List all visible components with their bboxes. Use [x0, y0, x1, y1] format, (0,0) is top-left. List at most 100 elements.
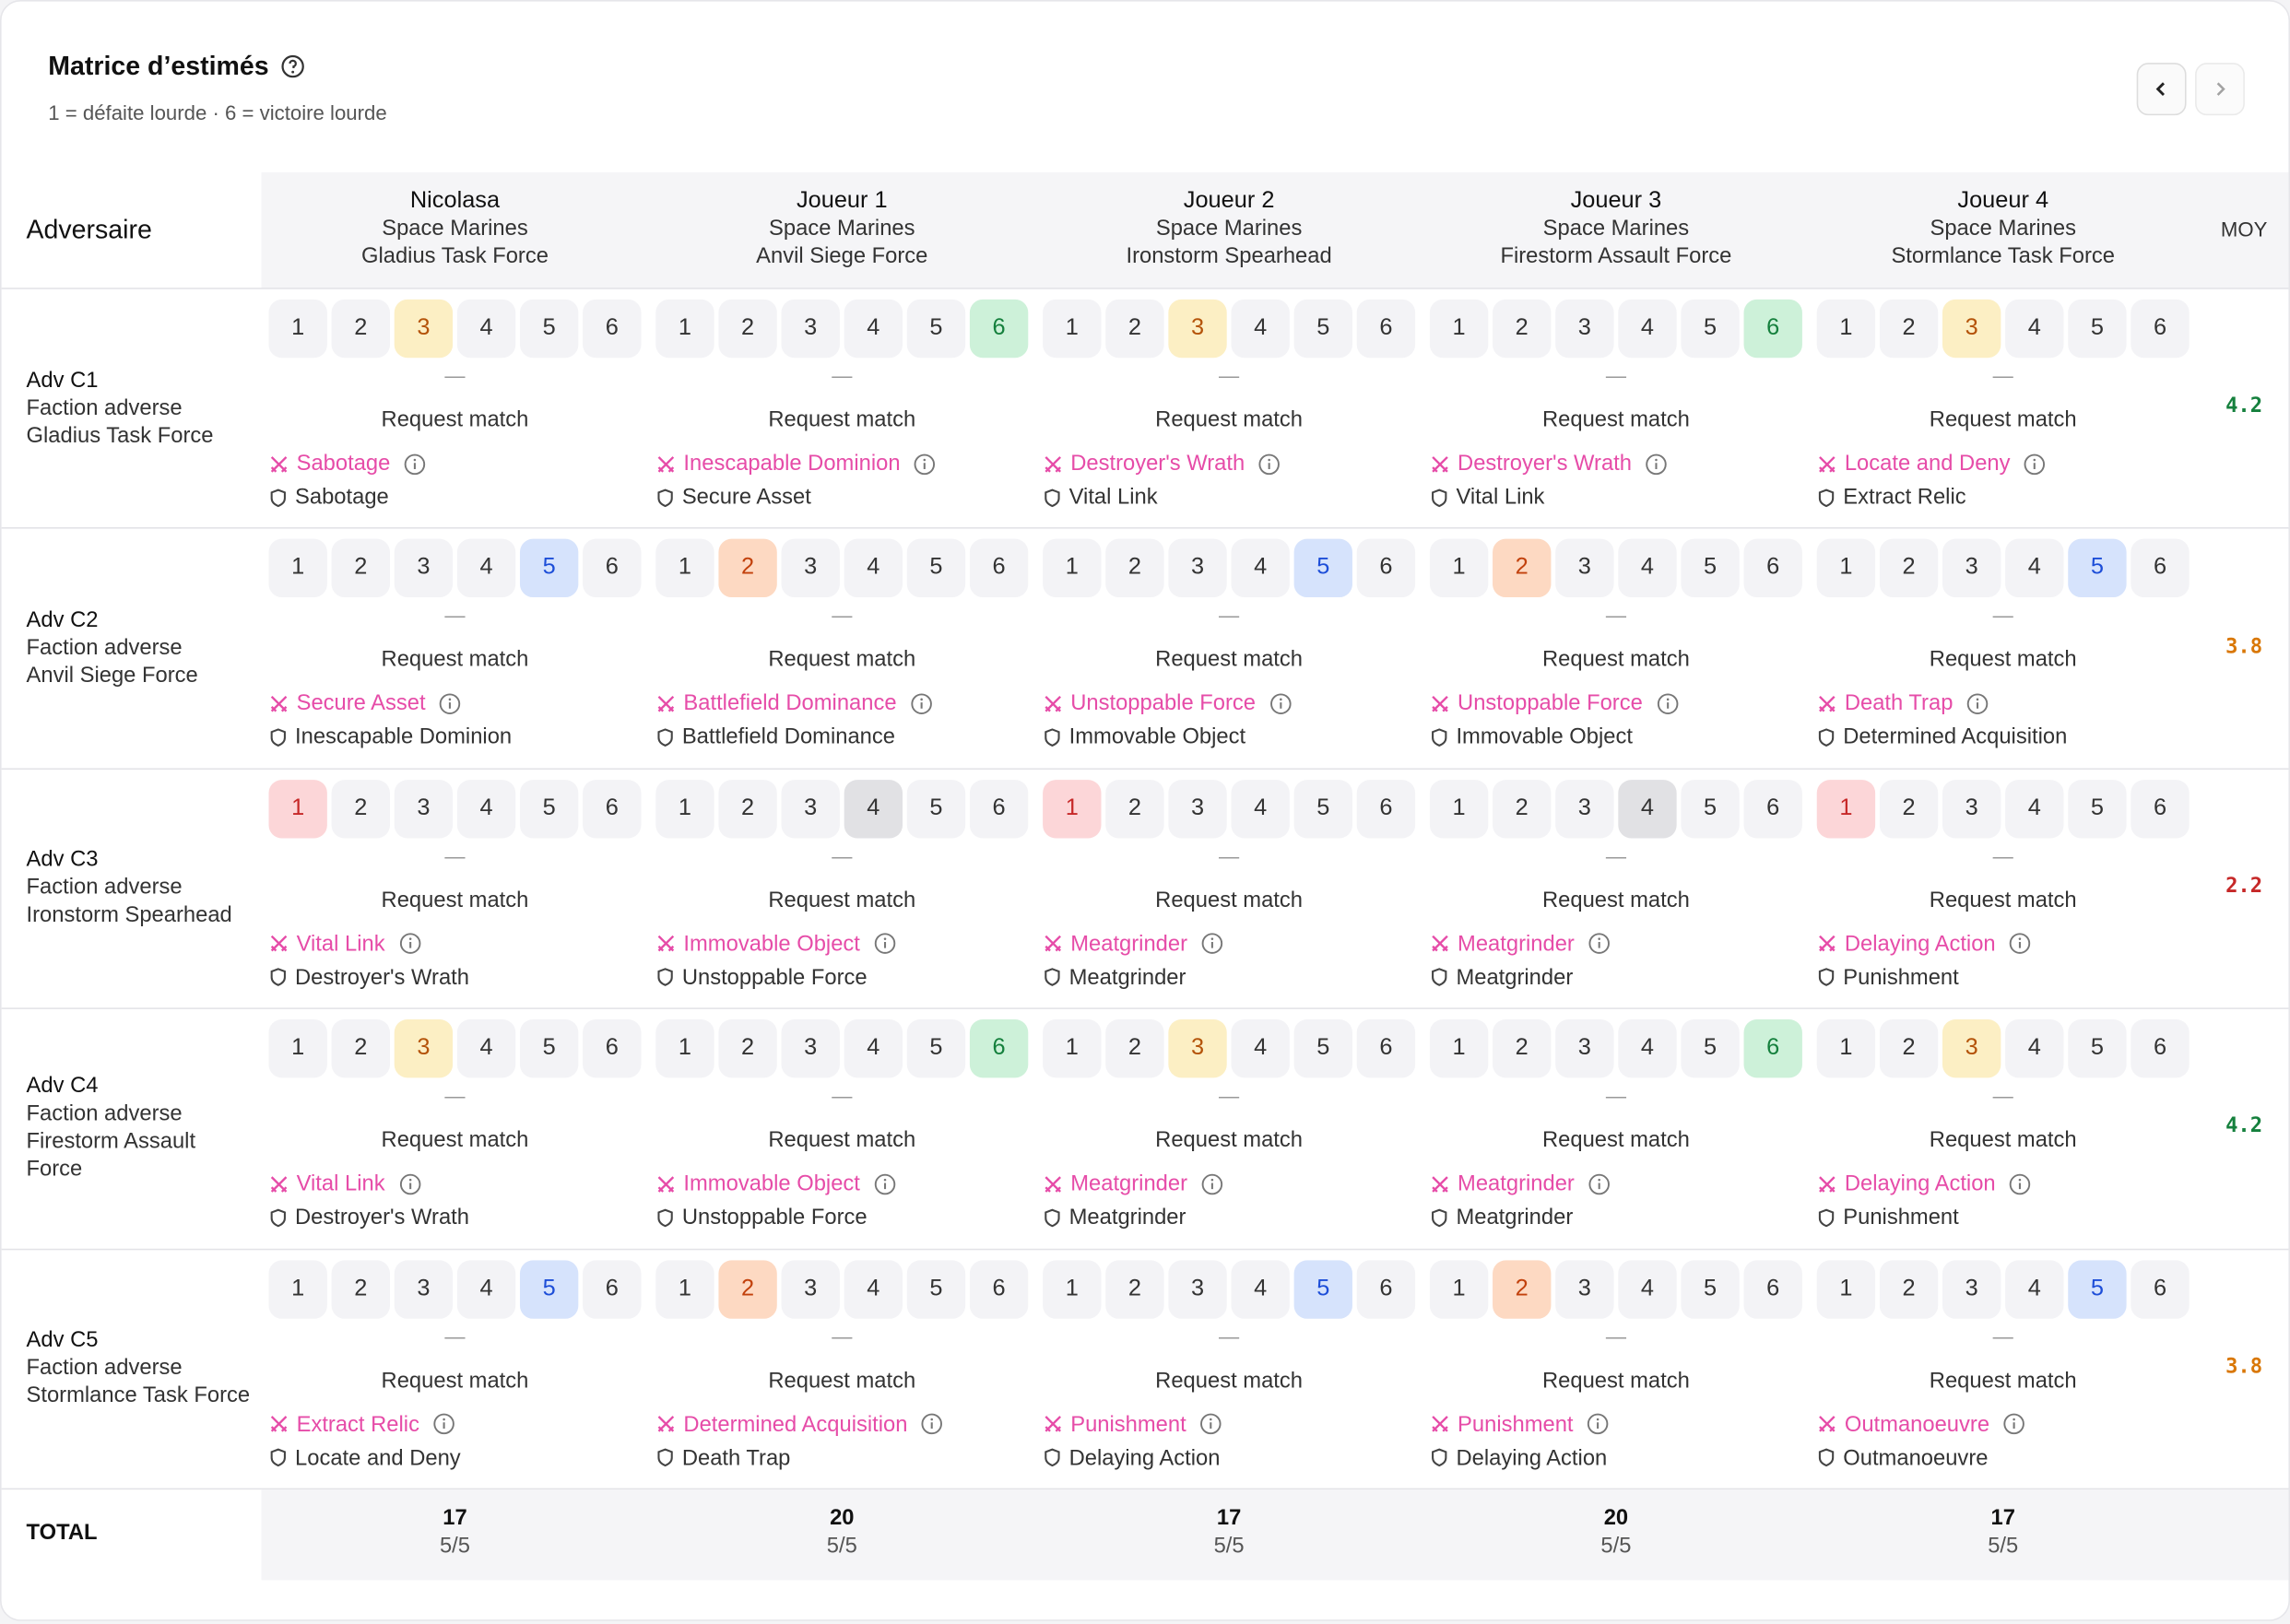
score-button[interactable]: 6 [1356, 539, 1416, 598]
score-button[interactable]: 1 [1429, 539, 1489, 598]
score-button-selected[interactable]: 3 [1168, 299, 1227, 359]
score-button[interactable]: 6 [969, 779, 1029, 839]
info-icon[interactable] [1588, 932, 1611, 955]
score-button-selected[interactable]: 1 [268, 779, 327, 839]
score-button[interactable]: 5 [2068, 779, 2127, 839]
prev-button[interactable] [2136, 63, 2187, 116]
score-button[interactable]: 3 [1942, 779, 2001, 839]
score-button[interactable]: 4 [2005, 1259, 2064, 1319]
score-button[interactable]: 1 [1429, 299, 1489, 359]
score-button[interactable]: 6 [969, 1259, 1029, 1319]
score-button[interactable]: 4 [456, 299, 516, 359]
score-button[interactable]: 3 [1555, 1259, 1614, 1319]
request-match[interactable]: Request match [1929, 1368, 2077, 1393]
score-button[interactable]: 4 [1618, 1019, 1677, 1078]
score-button[interactable]: 4 [456, 539, 516, 598]
score-button[interactable]: 5 [2068, 299, 2127, 359]
score-button[interactable]: 1 [1816, 539, 1876, 598]
score-button[interactable]: 6 [583, 539, 642, 598]
score-button[interactable]: 2 [331, 539, 390, 598]
score-button-selected[interactable]: 5 [2068, 539, 2127, 598]
info-icon[interactable] [1200, 1172, 1223, 1195]
info-icon[interactable] [432, 1412, 455, 1435]
info-icon[interactable] [921, 1412, 944, 1435]
score-button[interactable]: 2 [1493, 299, 1552, 359]
score-button[interactable]: 6 [2131, 539, 2190, 598]
score-button[interactable]: 4 [456, 1259, 516, 1319]
score-button[interactable]: 1 [1816, 1259, 1876, 1319]
score-button[interactable]: 2 [1105, 1259, 1164, 1319]
request-match[interactable]: Request match [768, 407, 916, 433]
score-button[interactable]: 5 [1293, 779, 1352, 839]
score-button[interactable]: 3 [781, 779, 840, 839]
score-button[interactable]: 4 [1618, 1259, 1677, 1319]
score-button[interactable]: 2 [1879, 779, 1939, 839]
score-button[interactable]: 2 [718, 1019, 777, 1078]
score-button[interactable]: 3 [394, 1259, 454, 1319]
info-icon[interactable] [439, 692, 462, 715]
score-button[interactable]: 4 [1231, 299, 1290, 359]
score-button[interactable]: 6 [969, 539, 1029, 598]
info-icon[interactable] [1966, 692, 1989, 715]
score-button[interactable]: 6 [1356, 779, 1416, 839]
score-button[interactable]: 5 [1681, 299, 1740, 359]
score-button[interactable]: 3 [1555, 299, 1614, 359]
request-match[interactable]: Request match [1541, 647, 1690, 673]
request-match[interactable]: Request match [1929, 407, 2077, 433]
score-button[interactable]: 4 [1618, 299, 1677, 359]
score-button[interactable]: 5 [1681, 779, 1740, 839]
score-button[interactable]: 1 [1043, 1259, 1102, 1319]
score-button[interactable]: 6 [583, 1019, 642, 1078]
score-button-selected[interactable]: 5 [519, 539, 579, 598]
score-button[interactable]: 5 [906, 1259, 966, 1319]
info-icon[interactable] [910, 692, 933, 715]
score-button[interactable]: 5 [1293, 299, 1352, 359]
score-button[interactable]: 4 [456, 779, 516, 839]
score-button[interactable]: 1 [1043, 1019, 1102, 1078]
request-match[interactable]: Request match [1155, 1127, 1304, 1153]
info-icon[interactable] [398, 932, 421, 955]
score-button-selected[interactable]: 2 [1493, 539, 1552, 598]
score-button[interactable]: 2 [331, 1259, 390, 1319]
score-button[interactable]: 1 [268, 1019, 327, 1078]
score-button[interactable]: 5 [519, 1019, 579, 1078]
request-match[interactable]: Request match [1929, 888, 2077, 912]
request-match[interactable]: Request match [768, 888, 916, 912]
request-match[interactable]: Request match [1929, 647, 2077, 673]
score-button[interactable]: 2 [1879, 1259, 1939, 1319]
score-button[interactable]: 3 [1168, 779, 1227, 839]
score-button-selected[interactable]: 5 [519, 1259, 579, 1319]
score-button[interactable]: 1 [655, 299, 714, 359]
score-button[interactable]: 2 [331, 299, 390, 359]
score-button[interactable]: 3 [1555, 539, 1614, 598]
request-match[interactable]: Request match [381, 1127, 529, 1153]
info-icon[interactable] [873, 932, 896, 955]
score-button[interactable]: 5 [1681, 1259, 1740, 1319]
score-button[interactable]: 4 [844, 1259, 903, 1319]
info-icon[interactable] [1269, 692, 1292, 715]
score-button[interactable]: 3 [1168, 1259, 1227, 1319]
score-button[interactable]: 1 [655, 779, 714, 839]
score-button[interactable]: 6 [1356, 1019, 1416, 1078]
score-button[interactable]: 4 [844, 299, 903, 359]
score-button[interactable]: 4 [1231, 779, 1290, 839]
score-button[interactable]: 1 [1429, 1019, 1489, 1078]
score-button[interactable]: 6 [1743, 779, 1802, 839]
score-button-selected[interactable]: 2 [718, 539, 777, 598]
score-button[interactable]: 6 [583, 299, 642, 359]
request-match[interactable]: Request match [1155, 888, 1304, 912]
score-button[interactable]: 3 [781, 539, 840, 598]
score-button[interactable]: 2 [1105, 299, 1164, 359]
info-icon[interactable] [2024, 452, 2047, 475]
score-button-selected[interactable]: 6 [1743, 299, 1802, 359]
info-icon[interactable] [2009, 1172, 2032, 1195]
score-button[interactable]: 3 [1168, 539, 1227, 598]
score-button[interactable]: 5 [906, 779, 966, 839]
score-button[interactable]: 1 [655, 539, 714, 598]
score-button[interactable]: 1 [1816, 1019, 1876, 1078]
request-match[interactable]: Request match [381, 407, 529, 433]
score-button[interactable]: 6 [2131, 299, 2190, 359]
score-button[interactable]: 2 [331, 1019, 390, 1078]
score-button[interactable]: 1 [268, 1259, 327, 1319]
info-icon[interactable] [1656, 692, 1679, 715]
